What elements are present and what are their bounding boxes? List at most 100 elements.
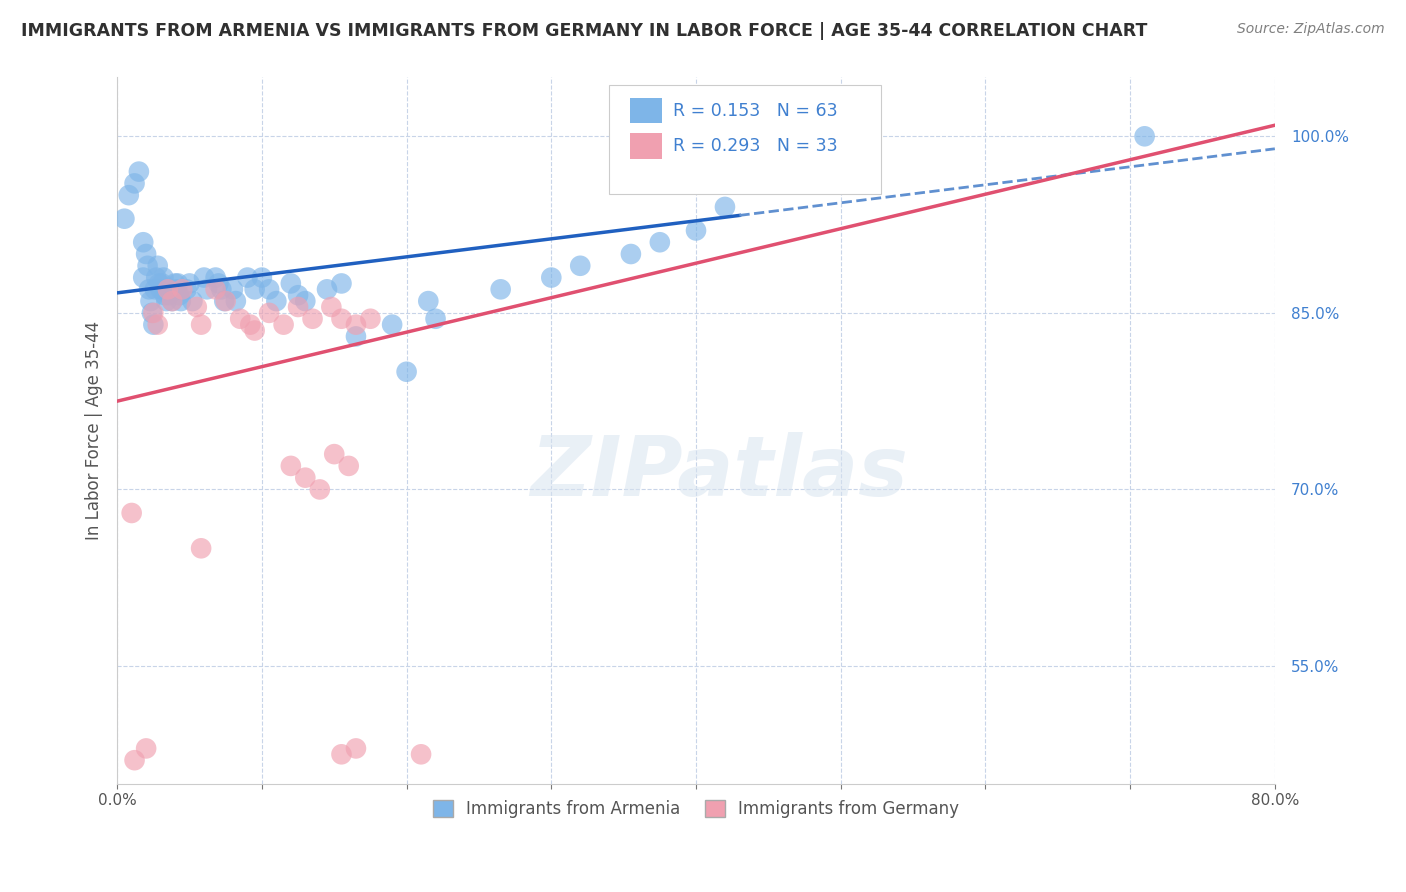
Point <box>156 282 179 296</box>
Point <box>344 329 367 343</box>
Point <box>243 324 266 338</box>
Point <box>132 235 155 250</box>
Point <box>620 247 643 261</box>
Point <box>135 741 157 756</box>
Point <box>136 259 159 273</box>
Point <box>330 311 353 326</box>
Point <box>146 259 169 273</box>
Point <box>152 270 174 285</box>
Point <box>381 318 404 332</box>
Point <box>145 270 167 285</box>
Point <box>156 282 179 296</box>
Point <box>169 288 191 302</box>
Point <box>685 223 707 237</box>
Point <box>308 483 330 497</box>
Point <box>569 259 592 273</box>
FancyBboxPatch shape <box>630 133 662 159</box>
Point <box>193 270 215 285</box>
Point <box>128 164 150 178</box>
Point <box>155 294 177 309</box>
Point <box>273 318 295 332</box>
Point <box>166 282 188 296</box>
Point <box>301 311 323 326</box>
Point <box>186 300 208 314</box>
Point <box>139 294 162 309</box>
Y-axis label: In Labor Force | Age 35-44: In Labor Force | Age 35-44 <box>86 321 103 541</box>
Point <box>280 458 302 473</box>
Point <box>112 211 135 226</box>
Point <box>236 270 259 285</box>
Point <box>344 741 367 756</box>
Point <box>204 270 226 285</box>
Point <box>344 318 367 332</box>
Point <box>250 270 273 285</box>
Point <box>214 294 236 309</box>
Point <box>157 288 180 302</box>
Point <box>215 294 238 309</box>
Point <box>167 277 190 291</box>
Point <box>149 282 172 296</box>
Point <box>141 306 163 320</box>
Text: IMMIGRANTS FROM ARMENIA VS IMMIGRANTS FROM GERMANY IN LABOR FORCE | AGE 35-44 CO: IMMIGRANTS FROM ARMENIA VS IMMIGRANTS FR… <box>21 22 1147 40</box>
Point <box>124 753 146 767</box>
Point <box>190 318 212 332</box>
Point <box>418 294 440 309</box>
Point <box>337 458 360 473</box>
Point <box>138 282 160 296</box>
Point <box>190 541 212 556</box>
Point <box>121 506 143 520</box>
Text: Source: ZipAtlas.com: Source: ZipAtlas.com <box>1237 22 1385 37</box>
Point <box>1133 129 1156 144</box>
Point <box>714 200 737 214</box>
Point <box>330 277 353 291</box>
Point <box>257 306 280 320</box>
Point <box>540 270 562 285</box>
Point <box>209 282 232 296</box>
Point <box>160 294 183 309</box>
Point <box>225 294 247 309</box>
Point <box>229 311 252 326</box>
Point <box>239 318 262 332</box>
Point <box>135 247 157 261</box>
Point <box>294 471 316 485</box>
Point <box>316 282 339 296</box>
Point <box>359 311 381 326</box>
Point <box>153 288 176 302</box>
Point <box>172 282 194 296</box>
Point <box>132 270 155 285</box>
Point <box>287 288 309 302</box>
Point <box>148 277 170 291</box>
Text: R = 0.293   N = 33: R = 0.293 N = 33 <box>673 137 838 155</box>
Point <box>321 300 343 314</box>
Point <box>176 282 198 296</box>
Point <box>204 282 226 296</box>
Point <box>330 747 353 762</box>
Point <box>489 282 512 296</box>
Text: R = 0.153   N = 63: R = 0.153 N = 63 <box>673 103 838 120</box>
Point <box>179 277 201 291</box>
Point <box>150 277 173 291</box>
Point <box>323 447 346 461</box>
Point <box>118 188 141 202</box>
Point <box>160 294 183 309</box>
Point <box>266 294 288 309</box>
Point <box>124 177 146 191</box>
Point <box>142 318 165 332</box>
Point <box>142 306 165 320</box>
Point <box>195 282 218 296</box>
FancyBboxPatch shape <box>609 85 882 194</box>
Point <box>425 311 447 326</box>
Text: ZIPatlas: ZIPatlas <box>530 433 908 514</box>
Point <box>280 277 302 291</box>
Point <box>395 365 418 379</box>
Point <box>257 282 280 296</box>
Legend: Immigrants from Armenia, Immigrants from Germany: Immigrants from Armenia, Immigrants from… <box>426 793 966 825</box>
Point <box>222 282 245 296</box>
Point <box>165 277 187 291</box>
Point <box>243 282 266 296</box>
Point <box>294 294 316 309</box>
Point <box>170 294 193 309</box>
Point <box>181 294 204 309</box>
FancyBboxPatch shape <box>630 98 662 123</box>
Point <box>409 747 432 762</box>
